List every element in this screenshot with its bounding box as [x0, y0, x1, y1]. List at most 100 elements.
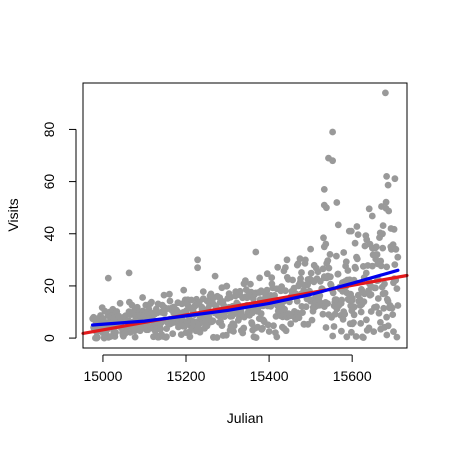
data-point: [392, 245, 400, 253]
data-point: [353, 255, 361, 263]
data-point: [383, 173, 390, 180]
data-point: [125, 269, 133, 277]
data-point: [369, 262, 376, 270]
data-point: [308, 316, 316, 324]
data-point: [247, 280, 254, 288]
data-point: [169, 330, 177, 338]
data-point: [270, 322, 277, 330]
data-point: [252, 334, 260, 341]
data-point: [329, 289, 337, 297]
data-point: [271, 292, 278, 299]
data-point: [213, 334, 221, 341]
data-point: [323, 204, 330, 212]
data-point: [349, 294, 356, 302]
data-point: [375, 309, 383, 317]
data-point: [350, 319, 357, 326]
data-point: [377, 319, 384, 326]
x-axis: 15000 15200 15400 15600: [83, 354, 372, 384]
data-point: [230, 322, 238, 330]
data-point: [357, 308, 365, 316]
data-point: [131, 327, 139, 335]
data-point: [116, 299, 124, 307]
data-point: [194, 264, 202, 272]
data-point: [340, 249, 348, 256]
data-point: [188, 296, 195, 304]
y-tick-label: 60: [41, 174, 57, 190]
data-point: [282, 327, 290, 335]
data-point: [348, 328, 355, 336]
data-point: [100, 334, 108, 342]
data-point: [112, 329, 119, 336]
plot-frame: [82, 82, 408, 349]
data-point: [377, 262, 385, 270]
data-point: [293, 261, 301, 269]
data-point: [368, 212, 376, 220]
y-tick-label: 40: [41, 226, 57, 242]
data-point: [365, 205, 373, 213]
data-point: [196, 328, 204, 336]
data-point: [274, 263, 282, 271]
data-point: [268, 274, 276, 282]
data-point: [329, 157, 336, 165]
linear-fit-line: [81, 273, 409, 335]
data-point: [242, 277, 249, 285]
data-point: [373, 251, 381, 258]
data-point: [104, 274, 112, 282]
data-point: [353, 223, 361, 230]
data-point: [384, 181, 392, 189]
data-point: [272, 313, 280, 320]
data-point: [341, 310, 349, 318]
data-point: [365, 324, 373, 332]
data-point: [199, 288, 207, 295]
y-axis-title: Visits: [5, 198, 21, 231]
data-point: [377, 257, 385, 265]
data-point: [351, 303, 358, 311]
data-point: [222, 331, 230, 339]
data-point: [289, 276, 296, 284]
data-point: [302, 303, 310, 311]
data-point: [383, 263, 391, 271]
data-point: [314, 268, 322, 276]
data-point: [156, 325, 164, 333]
data-point: [166, 290, 173, 298]
data-point: [389, 311, 397, 318]
data-point: [93, 334, 101, 342]
data-point: [320, 234, 327, 242]
data-point: [211, 272, 219, 280]
data-point: [374, 295, 382, 302]
data-point: [334, 270, 342, 278]
data-point: [384, 322, 392, 330]
data-point: [240, 324, 248, 332]
data-point: [230, 328, 237, 335]
data-point: [339, 315, 347, 323]
data-point: [139, 294, 147, 301]
data-point: [273, 333, 281, 341]
data-point: [394, 302, 402, 309]
data-point: [324, 257, 332, 264]
data-point: [298, 269, 305, 276]
data-point: [319, 265, 327, 273]
data-point: [307, 269, 315, 277]
data-point: [372, 284, 379, 292]
y-tick-label: 0: [41, 334, 57, 342]
data-point: [259, 324, 266, 332]
data-point: [194, 256, 202, 264]
data-point: [296, 255, 304, 263]
data-point: [302, 256, 309, 264]
data-point: [329, 332, 337, 340]
data-point: [324, 300, 331, 307]
data-point: [163, 333, 170, 341]
data-point: [264, 321, 272, 329]
data-point: [388, 304, 396, 312]
data-point: [381, 289, 389, 297]
smooth-fit-line: [91, 268, 400, 327]
y-tick-label: 80: [41, 121, 57, 137]
data-point: [330, 323, 338, 330]
x-axis-title: Julian: [227, 410, 264, 426]
data-point: [357, 320, 365, 327]
data-point: [367, 291, 375, 298]
data-point: [391, 175, 399, 183]
data-point: [332, 296, 340, 304]
data-point: [383, 331, 391, 339]
data-point: [325, 264, 333, 272]
